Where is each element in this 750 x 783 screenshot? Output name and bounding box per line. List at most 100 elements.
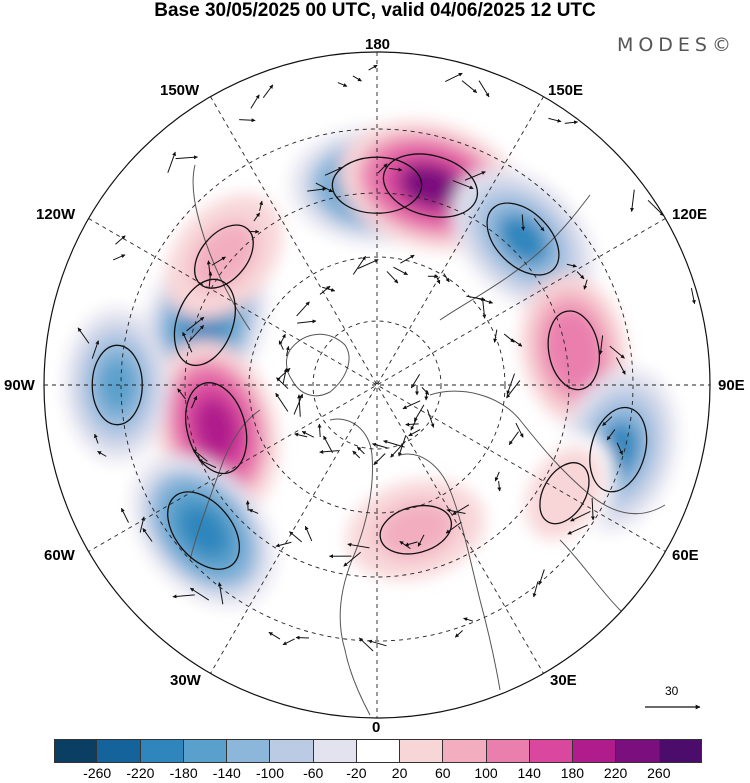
colorbar-tick-label: -140 [212,765,241,781]
colorbar-tick-label: 140 [517,765,541,781]
wind-vector [497,481,502,492]
lon-label-120e: 120E [672,206,708,223]
wind-vector [189,587,210,601]
wind-vector [304,525,313,542]
lon-label-150w: 150W [160,82,200,99]
wind-vector [356,446,365,455]
wind-vector [322,286,336,292]
wind-vector [120,507,129,523]
wind-vector [598,335,604,355]
colorbar-tick-label: -220 [126,765,155,781]
wind-vector [393,266,408,276]
wind-vector [478,80,490,98]
wind-vector [404,541,418,547]
wind-vector [294,432,308,438]
colorbar-tick-label: -180 [169,765,198,781]
wind-vector [278,340,284,350]
wind-vector [297,319,317,324]
positive-anomaly [194,397,238,459]
wind-vector [319,449,339,454]
colorbar-tick-label: 60 [435,765,451,781]
modes-logo: MODES© [616,34,736,56]
wind-vector [282,638,295,646]
lon-label-30w: 30W [170,672,201,689]
wind-vector [616,442,623,455]
wind-vector [464,171,486,181]
wind-vector [400,254,415,264]
wind-vector [417,534,425,547]
wind-vector [211,256,226,266]
wind-vector [259,200,264,212]
wind-vector [615,357,626,375]
wind-vector [250,94,260,109]
wind-vector [410,373,421,389]
lon-label-120w: 120W [36,206,76,223]
wind-vector [275,541,292,548]
wind-vector [533,218,545,232]
wind-vector [352,75,362,82]
wind-vector [192,448,208,462]
wind-vector [285,345,290,357]
wind-vector [445,72,463,83]
wind-vector [368,64,378,71]
wind-vector [275,392,289,412]
wind-vector [262,84,274,98]
wind-vector [337,82,348,87]
wind-vector [405,422,419,427]
negative-anomaly [498,214,548,264]
wind-vector [295,635,310,640]
colorbar-segment [356,739,401,763]
negative-anomaly [179,504,229,557]
wind-vector [413,404,425,422]
graticule [44,52,710,718]
wind-vector [408,429,421,437]
wind-vector [386,271,399,284]
lon-label-0: 0 [372,719,381,736]
lon-label-60e: 60E [672,547,699,564]
wind-vector [426,409,435,428]
wind-vector [182,331,193,353]
wind-vector [319,285,331,295]
wind-vector [188,325,205,343]
wind-vector [511,338,523,347]
wind-vector [508,431,519,445]
wind-vector [115,235,126,245]
wind-vector [280,333,286,344]
positive-anomaly [555,324,593,377]
wind-vector [324,167,343,176]
colorbar-segment [573,739,617,763]
colorbar-tick-label: -20 [346,765,367,781]
wind-vector [548,117,562,123]
wind-vector [494,471,500,482]
wind-vector [461,80,478,94]
wind-vector [583,279,588,290]
wind-vector [307,187,327,192]
circulation-streamline [486,202,560,276]
wind-vector [389,167,403,172]
page-title: Base 30/05/2025 00 UTC, valid 04/06/2025… [154,0,596,21]
lon-label-150e: 150E [548,82,584,99]
positive-anomaly [392,512,440,547]
wind-vector [142,528,153,542]
wind-vector [532,581,539,598]
wind-vector [452,504,470,516]
positive-anomaly [203,235,245,278]
wind-vector [576,271,585,280]
wind-vector [566,263,577,268]
wind-vector [177,388,186,400]
wind-vector [315,182,334,193]
wind-vector [521,214,526,231]
wind-vector [94,433,99,444]
wind-vector [352,450,361,459]
wind-vector [515,422,524,438]
colorbar-segment [529,739,574,763]
wind-vector [564,120,579,125]
wind-vector [352,255,367,275]
wind-vector [217,582,224,605]
colorbar-segment [227,739,271,763]
circulation-streamline [589,406,648,493]
wind-vector [424,390,429,401]
lon-label-90w: 90W [4,377,35,394]
wind-vector [343,551,362,567]
